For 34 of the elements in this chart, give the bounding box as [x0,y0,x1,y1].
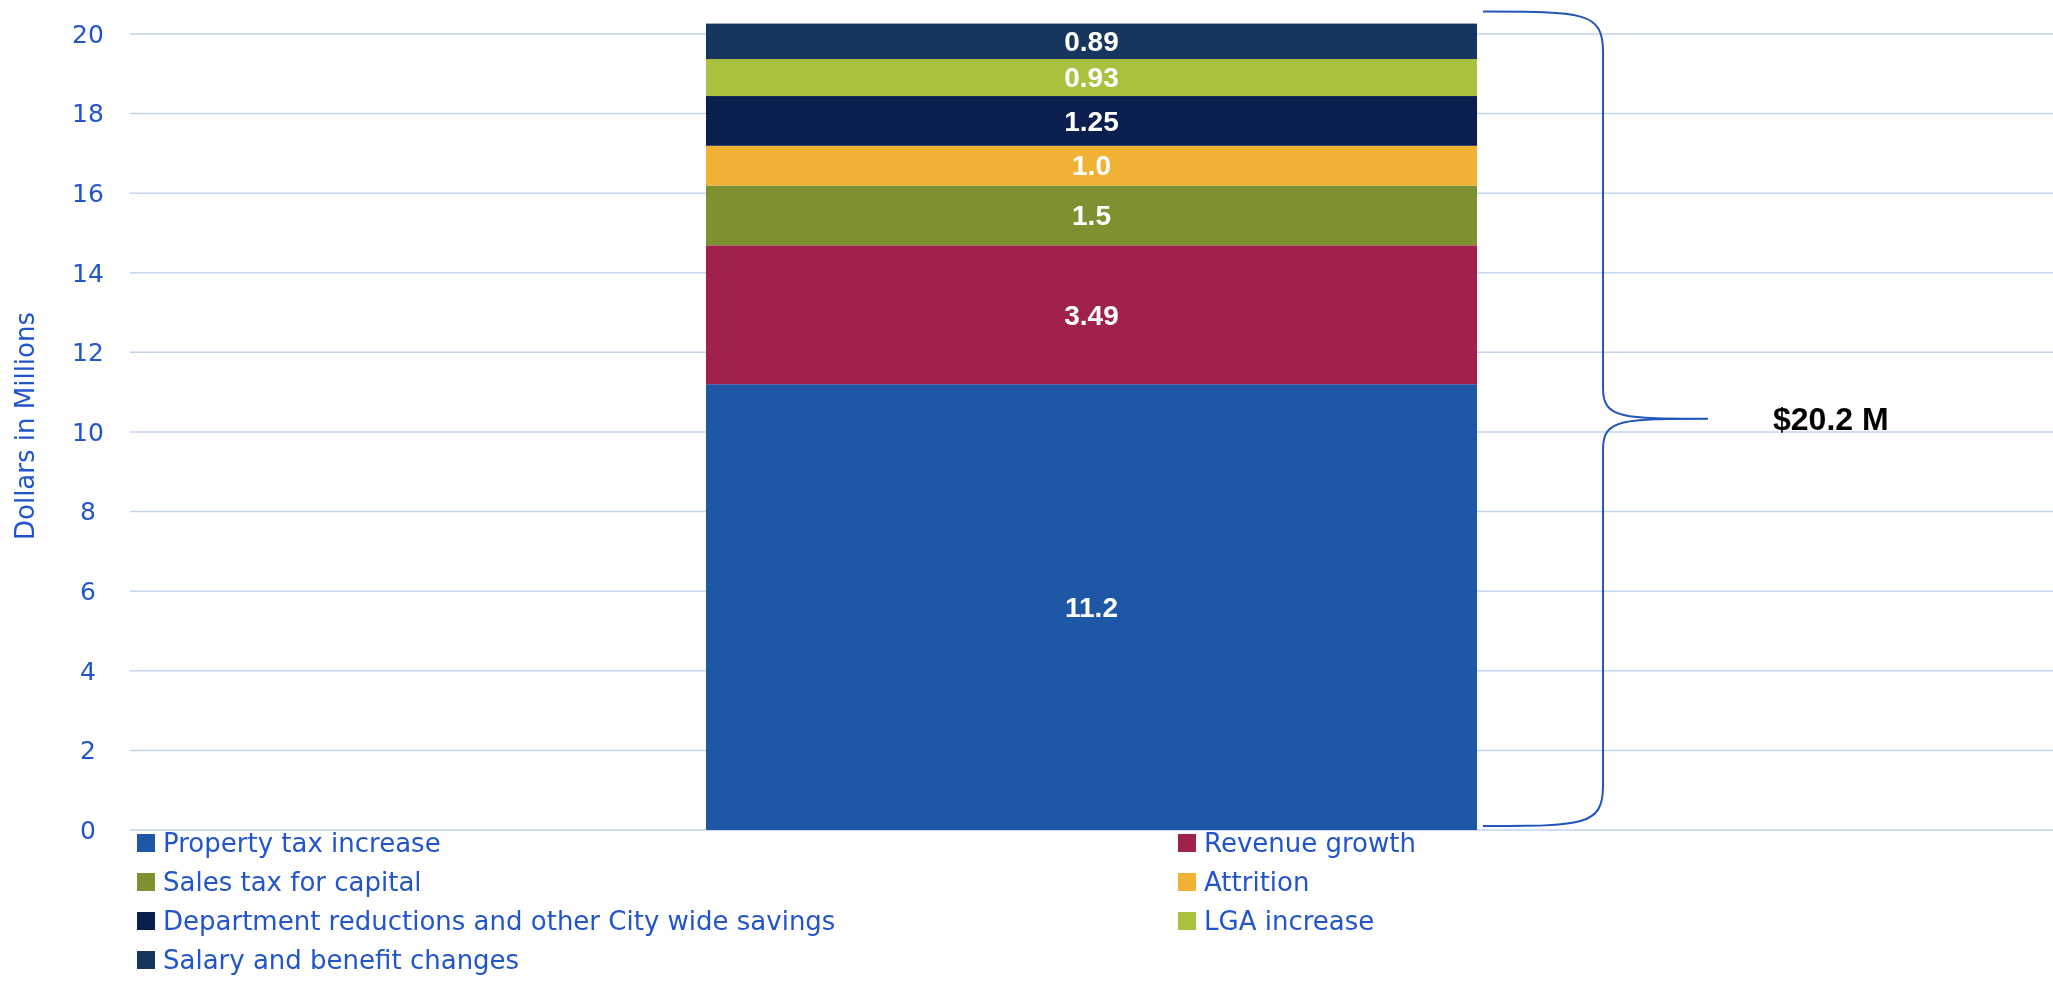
bar [705,23,1478,60]
y-tick-label: 20 [72,19,104,49]
y-tick-label: 4 [80,656,96,686]
y-tick-label: 2 [80,736,96,766]
data-label: 1.5 [1072,200,1111,232]
bar [705,185,1478,246]
legend-label: Property tax increase [163,828,441,859]
y-tick-label: 18 [72,99,104,129]
text: $20.2 M [1773,401,1889,437]
bar [705,245,1478,385]
bar [705,384,1478,830]
legend-label: Sales tax for capital [163,867,422,898]
y-tick-label: 12 [72,338,104,368]
bar [705,59,1478,97]
y-tick-label: 14 [72,258,104,288]
y-tick-label: 16 [72,178,104,208]
y-axis-title: Dollars in Millions [10,311,40,541]
legend-label: LGA increase [1204,906,1375,937]
data-label: 0.93 [1064,62,1119,94]
y-tick-label: 8 [80,497,96,527]
data-label: 0.89 [1064,26,1119,58]
legend-label: Attrition [1204,867,1310,898]
data-label: 3.49 [1064,299,1119,331]
y-tick-label: 6 [80,576,96,606]
data-label: 1.25 [1064,105,1119,137]
bar [705,96,1478,146]
y-tick-label: 0 [80,815,96,845]
legend-label: Department reductions and other City wide savings [163,906,836,937]
y-tick-label: 10 [72,417,104,447]
bar [705,145,1478,186]
data-label: 11.2 [1065,591,1118,623]
legend-label: Revenue growth [1204,828,1416,859]
legend-label: Salary and benefit changes [163,945,520,976]
data-label: 1.0 [1072,150,1111,182]
